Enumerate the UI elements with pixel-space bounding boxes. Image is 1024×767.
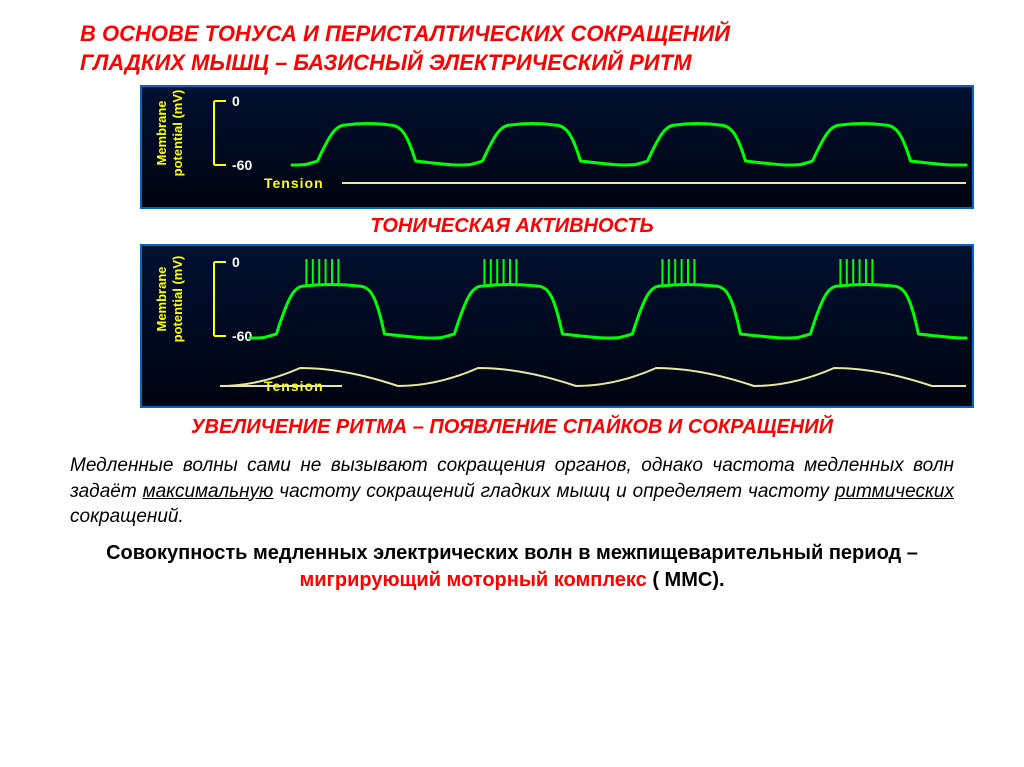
chart-top-svg: 0 -60 Membranepotential (mV) Tension — [142, 87, 972, 207]
svg-text:-60: -60 — [232, 328, 252, 344]
svg-text:0: 0 — [232, 254, 240, 270]
subtitle-rythm: УВЕЛИЧЕНИЕ РИТМА – ПОЯВЛЕНИЕ СПАЙКОВ И С… — [40, 416, 984, 439]
svg-text:Membrane: Membrane — [154, 267, 169, 332]
paragraph-1: Медленные волны сами не вызывают сокраще… — [70, 453, 954, 530]
title-line1: В ОСНОВЕ ТОНУСА И ПЕРИСТАЛТИЧЕСКИХ СОКРА… — [80, 21, 730, 46]
para1-u2: ритмических — [835, 481, 954, 502]
title-line2: ГЛАДКИХ МЫШЦ – БАЗИСНЫЙ ЭЛЕКТРИЧЕСКИЙ РИ… — [80, 50, 692, 75]
svg-text:potential (mV): potential (mV) — [170, 256, 185, 343]
svg-text:Tension: Tension — [264, 175, 324, 191]
para1-u1: максимальную — [143, 481, 274, 502]
svg-text:-60: -60 — [232, 157, 252, 173]
chart-bottom: 0-60Membranepotential (mV)Tension — [140, 244, 974, 408]
chart-top: 0 -60 Membranepotential (mV) Tension — [140, 85, 974, 209]
svg-text:0: 0 — [232, 93, 240, 109]
para2-a: Совокупность медленных электрических вол… — [106, 542, 918, 564]
svg-text:potential (mV): potential (mV) — [170, 90, 185, 177]
main-title: В ОСНОВЕ ТОНУСА И ПЕРИСТАЛТИЧЕСКИХ СОКРА… — [80, 20, 984, 77]
para1-c: сокращений. — [70, 506, 184, 527]
subtitle-tonic: ТОНИЧЕСКАЯ АКТИВНОСТЬ — [40, 215, 984, 238]
paragraph-2: Совокупность медленных электрических вол… — [70, 540, 954, 594]
para2-red: мигрирующий моторный комплекс — [299, 569, 646, 591]
chart-bottom-svg: 0-60Membranepotential (mV)Tension — [142, 246, 972, 406]
svg-text:Membrane: Membrane — [154, 101, 169, 166]
para2-b: ( ММС). — [647, 569, 725, 591]
para1-b: частоту сокращений гладких мышц и опреде… — [273, 481, 835, 502]
